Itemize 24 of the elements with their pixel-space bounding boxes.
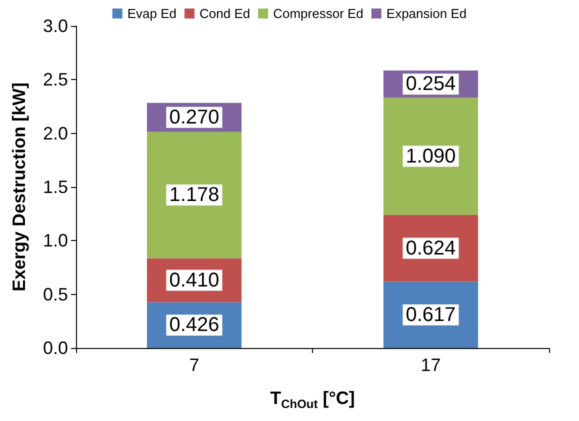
- legend-label: Expansion Ed: [386, 6, 467, 21]
- data-label: 0.624: [406, 237, 456, 260]
- legend-label: Evap Ed: [127, 6, 177, 21]
- y-axis-title: Exergy Destruction [kW]: [9, 82, 29, 292]
- data-label: 1.090: [406, 145, 456, 168]
- bar: [383, 98, 478, 215]
- y-tick-label: 1.5: [42, 177, 68, 197]
- data-label: 0.426: [169, 314, 220, 336]
- y-tick-label: 0.0: [42, 338, 68, 358]
- y-tick-label: 2.5: [42, 70, 68, 90]
- bar: [146, 132, 242, 258]
- data-label: 0.254: [406, 73, 456, 96]
- y-tick-label: 1.0: [42, 230, 68, 251]
- data-label: 0.410: [169, 269, 220, 292]
- data-label: 0.270: [169, 106, 220, 128]
- data-label: 1.178: [169, 184, 220, 206]
- y-tick-label: 3.0: [42, 16, 68, 36]
- y-tick-label: 2.0: [42, 123, 68, 144]
- x-tick-label: 17: [420, 355, 441, 375]
- y-tick-label: 0.5: [42, 284, 68, 304]
- x-tick-label: 7: [189, 355, 200, 375]
- legend-label: Compressor Ed: [273, 6, 364, 21]
- data-label: 0.617: [406, 304, 456, 326]
- legend-label: Cond Ed: [200, 6, 250, 21]
